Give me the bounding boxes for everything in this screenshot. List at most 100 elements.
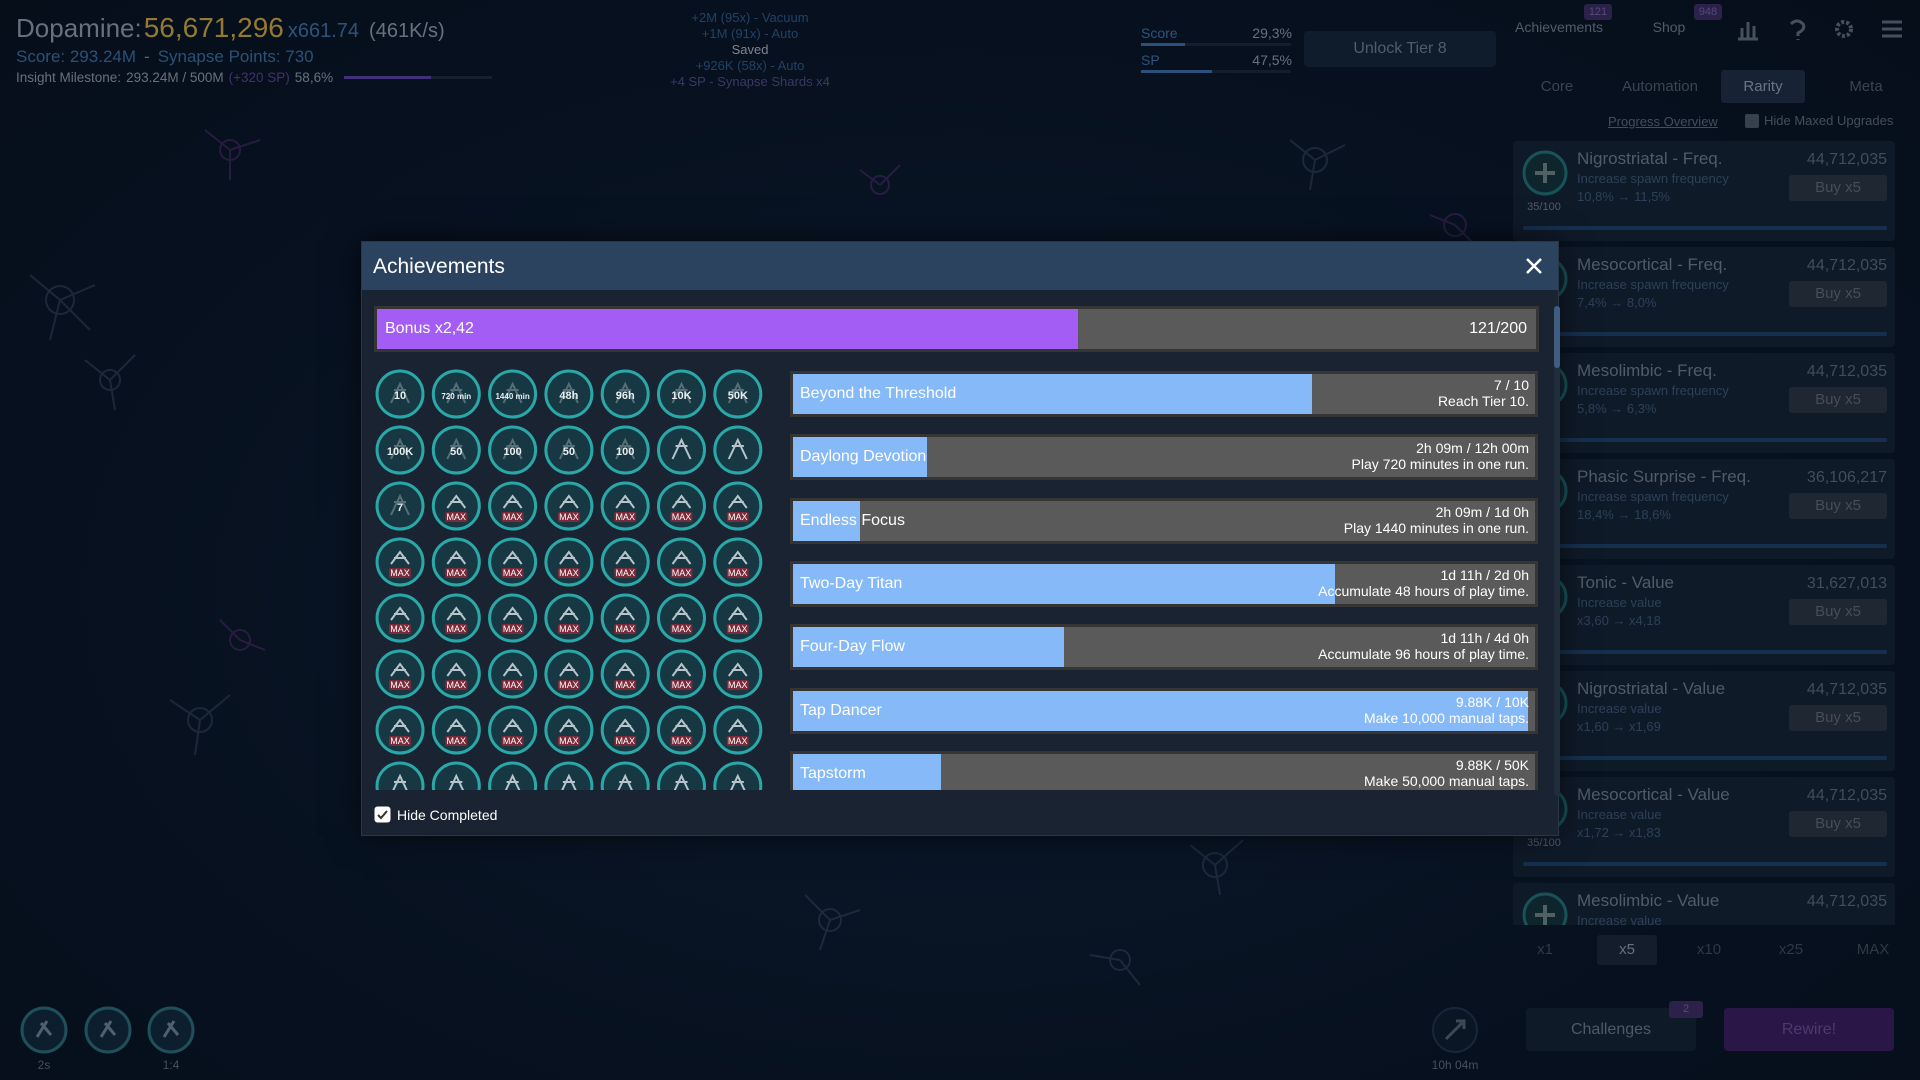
max-badge — [445, 624, 468, 634]
dopamine-line: Dopamine:56,671,296 x661.74 (461K/s) — [16, 12, 445, 44]
max-label: MAX — [615, 624, 635, 634]
achievement-icon — [431, 425, 481, 475]
achievements-nav[interactable]: Achievements — [1515, 19, 1603, 35]
icon-label: 50 — [563, 446, 575, 458]
buy-button[interactable]: Buy x5 — [1789, 811, 1887, 837]
max-badge — [726, 624, 749, 634]
achievement-icon — [657, 649, 706, 699]
upgrade-effect: x3,60 → x4,18 — [1577, 613, 1661, 628]
buy-amount[interactable]: x25 — [1778, 941, 1804, 958]
achievement-glyph — [728, 662, 748, 677]
upgrade-card: Phasic Surprise - Freq. Increase spawn fr… — [1513, 459, 1895, 559]
achievement-progress: 1d 11h / 2d 0h — [1440, 566, 1529, 583]
achievement-icon-grid: 10 720 min 1440 min 48h 96h 10K 50K 100K 50 100 50… — [374, 366, 769, 790]
achievement-description: Reach Tier 10. — [1437, 393, 1529, 409]
max-label: MAX — [559, 568, 579, 578]
achievement-name: Tap Dancer — [800, 701, 882, 719]
achievement-icon — [375, 481, 425, 531]
achievement-glyph — [446, 437, 467, 460]
upgrade-name: Mesocortical - Freq. — [1577, 255, 1728, 274]
max-badge — [557, 624, 580, 634]
achievement-icon — [488, 649, 538, 699]
hide-completed-checkbox[interactable] — [374, 806, 391, 823]
achievement-icon — [431, 705, 481, 755]
achievement-glyph — [390, 493, 410, 516]
icon-label: 720 min — [441, 392, 471, 401]
achievement-glyph — [390, 662, 410, 677]
icon-label: 50K — [728, 390, 748, 402]
max-label: MAX — [615, 736, 635, 746]
milestone-percent: 58,6% — [294, 70, 334, 85]
hide-maxed-label: Hide Maxed Upgrades — [1764, 113, 1894, 128]
shop-nav[interactable]: Shop — [1652, 19, 1686, 35]
achievement-glyph — [558, 381, 579, 404]
ability-glyph — [35, 1020, 53, 1038]
progress-overview-link[interactable]: Progress Overview — [1608, 114, 1718, 129]
max-label: MAX — [559, 512, 579, 522]
tab[interactable]: Automation — [1622, 78, 1698, 95]
ability-glyph — [99, 1020, 117, 1038]
milestone-value: 293.24M / 500M — [126, 70, 224, 85]
max-label: MAX — [503, 680, 523, 690]
icon-label: 100 — [616, 446, 634, 458]
challenges-button[interactable]: Challenges — [1526, 1008, 1696, 1051]
achievement-icon — [431, 593, 481, 643]
buy-button[interactable]: Buy x5 — [1789, 281, 1887, 307]
achievement-glyph — [671, 718, 692, 733]
buy-amount[interactable]: MAX — [1856, 941, 1890, 958]
buy-button[interactable]: Buy x5 — [1789, 705, 1887, 731]
upgrade-progress-line — [1523, 650, 1887, 654]
buy-amount[interactable]: x1 — [1537, 941, 1553, 958]
max-badge — [670, 568, 693, 578]
tab[interactable]: Rarity — [1721, 70, 1805, 103]
ability-ring — [20, 1006, 68, 1054]
ability-glyph — [162, 1020, 180, 1038]
max-label: MAX — [615, 568, 635, 578]
hide-maxed-checkbox[interactable] — [1745, 113, 1759, 128]
tab[interactable]: Core — [1540, 78, 1574, 95]
achievement-glyph — [671, 662, 692, 677]
upgrade-icon — [1522, 150, 1568, 196]
nav-icons — [1738, 19, 1902, 41]
stats-icon — [1738, 22, 1758, 41]
buy-button[interactable]: Buy x5 — [1789, 493, 1887, 519]
achievement-icon — [657, 705, 706, 755]
achievement-glyph — [727, 437, 748, 460]
progress-percent: 47,5% — [1252, 52, 1292, 68]
achievement-icon — [713, 705, 763, 755]
max-badge — [501, 624, 524, 634]
max-label: MAX — [447, 736, 467, 746]
rewire-button[interactable]: Rewire! — [1724, 1008, 1894, 1051]
bonus-label: Bonus x2,42 — [385, 320, 474, 337]
achievement-icon — [375, 369, 425, 419]
achievement-row: Tap Dancer 9.88K / 10K Make 10,000 manual … — [790, 687, 1538, 734]
ability-label: 1:4 — [162, 1058, 180, 1072]
achievement-progress: 1d 11h / 4d 0h — [1440, 630, 1529, 647]
upgrade-cost: 44,712,035 — [1806, 681, 1887, 698]
achievement-name: Tapstorm — [800, 764, 866, 782]
max-label: MAX — [447, 680, 467, 690]
achievement-name: Daylong Devotion — [800, 448, 927, 466]
achievement-glyph — [446, 662, 467, 677]
close-button[interactable] — [1524, 256, 1544, 276]
buy-amount[interactable]: x5 — [1597, 935, 1657, 965]
upgrade-progress-line — [1523, 438, 1887, 442]
tab[interactable]: Meta — [1849, 78, 1883, 95]
achievement-progress: 7 / 10 — [1493, 377, 1529, 393]
buy-button[interactable]: Buy x5 — [1789, 387, 1887, 413]
ability-ring — [84, 1006, 132, 1054]
achievement-description: Play 720 minutes in one run. — [1351, 456, 1529, 473]
upgrade-effect: 5,8% → 6,3% — [1577, 401, 1657, 416]
bonus-fill — [377, 309, 1079, 349]
milestone-label: Insight Milestone: — [16, 70, 122, 85]
buy-amount[interactable]: x10 — [1696, 941, 1722, 958]
settings-icon — [1835, 20, 1853, 38]
ability-icon — [20, 1006, 68, 1054]
achievement-icon — [600, 593, 650, 643]
achievement-icon — [713, 537, 763, 587]
buy-button[interactable]: Buy x5 — [1789, 175, 1887, 201]
separator: - — [144, 47, 150, 66]
synapse-points: Synapse Points: 730 — [157, 47, 314, 66]
buy-button[interactable]: Buy x5 — [1789, 599, 1887, 625]
unlock-button[interactable]: Unlock Tier 8 — [1304, 31, 1496, 67]
